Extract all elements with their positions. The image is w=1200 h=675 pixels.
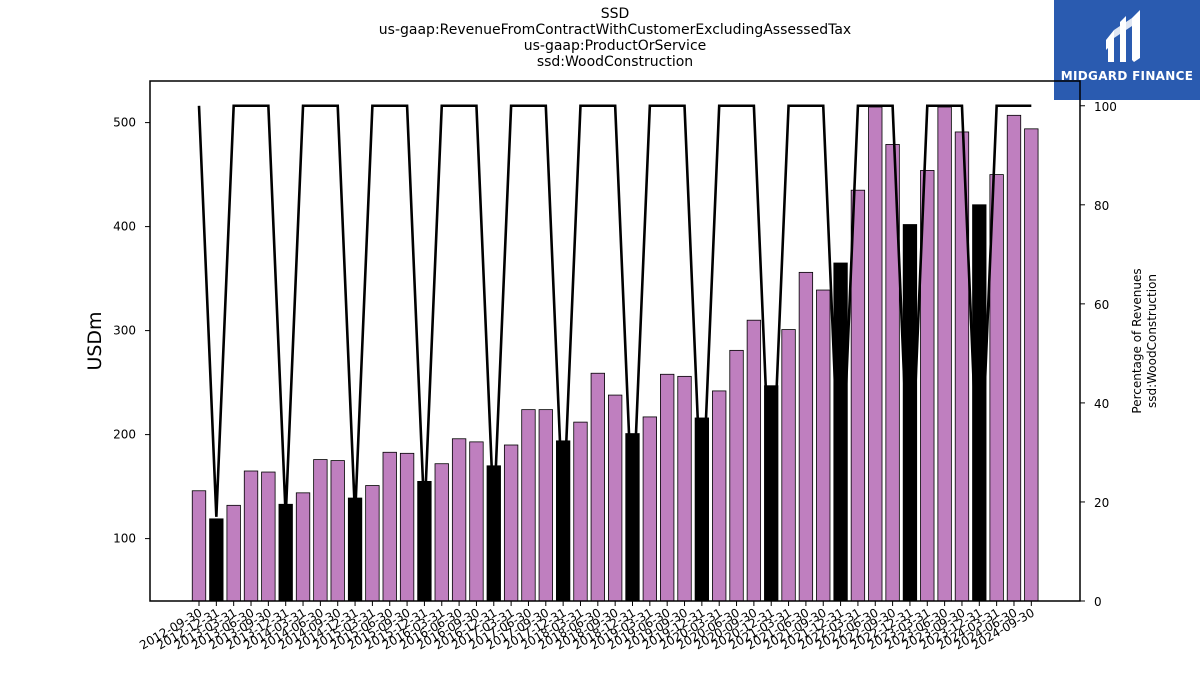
logo-brand-text: MIDGARD FINANCE (1060, 69, 1194, 83)
bar-2017-09-30 (538, 409, 553, 602)
bar-2023-06-30 (937, 106, 952, 602)
bar-2018-12-31 (625, 433, 640, 602)
bar-2015-03-31 (365, 485, 380, 602)
bar-2022-03-31 (850, 189, 866, 602)
bar-2012-09-30 (191, 490, 207, 602)
midgard-finance-logo: MIDGARD FINANCE (1054, 0, 1200, 100)
line-layer (197, 104, 1032, 517)
bar-2019-09-30 (677, 375, 692, 602)
bar-2021-09-30 (816, 289, 831, 602)
y2-tick-label: 0 (1094, 595, 1102, 609)
y2-tick-label: 100 (1094, 100, 1117, 114)
y2-axis-label-line2: ssd:WoodConstruction (1145, 274, 1159, 408)
chart-title-concept: us-gaap:RevenueFromContractWithCustomerE… (378, 22, 852, 38)
bar-2020-09-30 (746, 319, 762, 602)
y2-tick-label: 80 (1094, 199, 1109, 213)
chart-title-ticker: SSD (600, 6, 630, 22)
bar-2021-06-30 (798, 271, 814, 602)
bar-2014-09-30 (330, 460, 345, 602)
bar-2013-09-30 (261, 471, 276, 602)
y-tick-label: 300 (113, 324, 136, 338)
bar-2019-06-30 (660, 373, 675, 602)
bar-2017-12-31 (555, 440, 571, 602)
y2-tick-label: 20 (1094, 496, 1109, 510)
chart-titles: SSD us-gaap:RevenueFromContractWithCusto… (150, 6, 1080, 70)
bar-2015-06-30 (382, 451, 397, 602)
y2-tick-label: 60 (1094, 298, 1109, 312)
y2-tick-label: 40 (1094, 397, 1109, 411)
bar-2014-03-31 (295, 492, 311, 602)
bar-2012-12-31 (209, 518, 224, 602)
y-tick-label: 500 (113, 116, 136, 130)
bar-2017-06-30 (521, 409, 536, 602)
chart-title-member: ssd:WoodConstruction (536, 54, 694, 70)
bar-2015-09-30 (399, 452, 415, 602)
bar-2022-06-30 (868, 106, 883, 602)
bar-2016-03-31 (434, 463, 449, 602)
bar-2021-03-31 (781, 329, 796, 602)
bar-2024-09-30 (1024, 128, 1039, 602)
pct-line (197, 104, 1032, 517)
bars-layer (191, 106, 1039, 602)
y-axis-label: USDm (84, 311, 106, 370)
bar-2013-06-30 (243, 470, 259, 602)
bar-2018-03-31 (573, 421, 588, 602)
bar-2024-06-30 (1006, 114, 1022, 602)
bar-2013-03-31 (226, 504, 241, 602)
y-tick-label: 400 (113, 220, 136, 234)
bar-2017-03-31 (503, 444, 519, 602)
bar-2016-09-30 (469, 441, 484, 602)
chart-title-axis: us-gaap:ProductOrService (523, 38, 707, 54)
bar-2013-12-31 (278, 503, 293, 602)
bar-2020-06-30 (729, 349, 744, 602)
y-tick-label: 100 (113, 532, 136, 546)
logo-mark-icon (1106, 10, 1140, 62)
bar-2019-03-31 (642, 416, 657, 602)
bar-2018-09-30 (608, 394, 623, 602)
bar-2016-06-30 (451, 438, 467, 602)
bar-2014-06-30 (313, 459, 328, 602)
bar-2020-03-31 (712, 390, 727, 602)
axes-layer: 1002003004005000204060801002012-09-30201… (113, 80, 1117, 652)
bar-2018-06-30 (590, 372, 605, 602)
y-tick-label: 200 (113, 428, 136, 442)
y2-axis-label-line1: Percentage of Revenues (1130, 268, 1144, 413)
